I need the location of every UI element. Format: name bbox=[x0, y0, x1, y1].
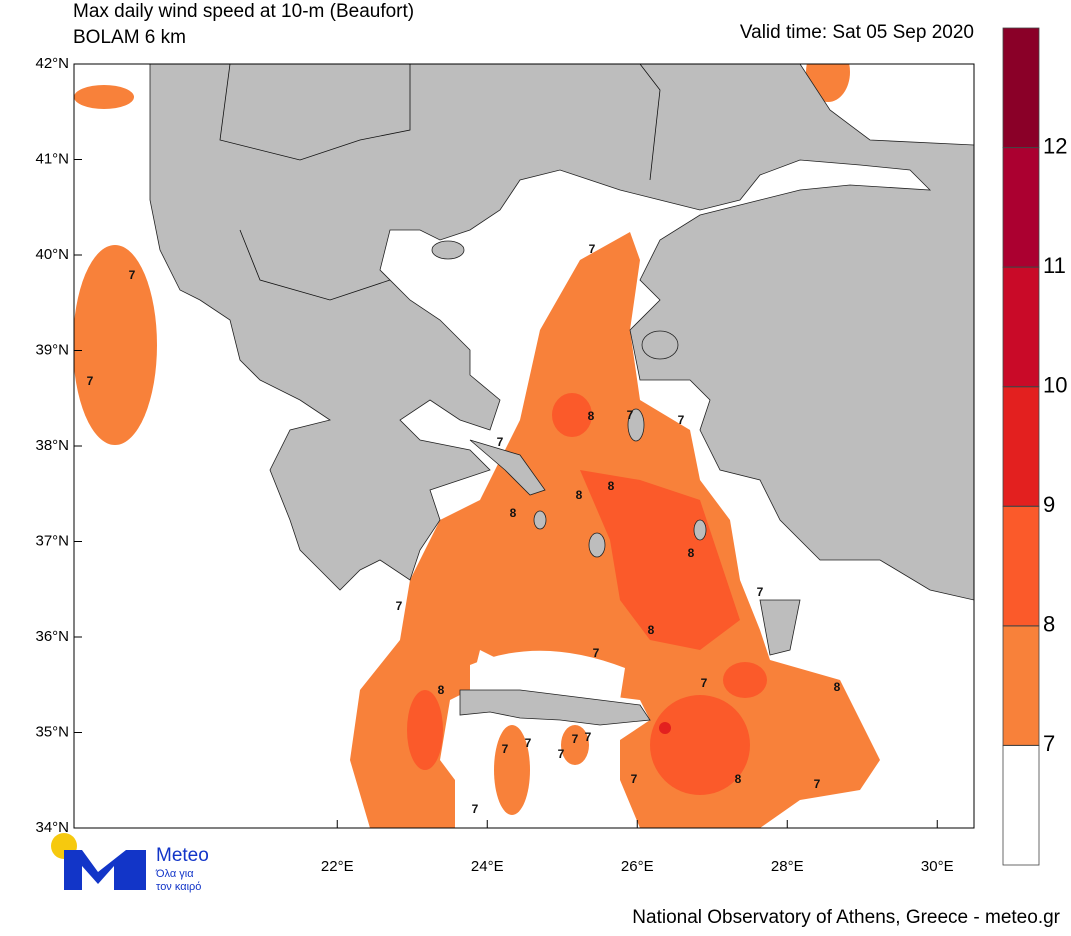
contour-label: 7 bbox=[525, 736, 532, 750]
colorbar-box bbox=[1002, 27, 1040, 148]
logo: Meteo Όλα για τον καιρό bbox=[51, 833, 209, 893]
contour-label: 7 bbox=[814, 777, 821, 791]
valid-time: Valid time: Sat 05 Sep 2020 bbox=[740, 22, 974, 43]
colorbar-box bbox=[1002, 745, 1040, 866]
contour-label: 8 bbox=[735, 772, 742, 786]
colorbar-label: 8 bbox=[1043, 612, 1055, 637]
contour-label: 7 bbox=[572, 732, 579, 746]
colorbar-label: 9 bbox=[1043, 492, 1055, 517]
contour-label: 7 bbox=[87, 374, 94, 388]
lat-tick-label: 39°N bbox=[35, 341, 69, 358]
lat-tick-label: 36°N bbox=[35, 628, 69, 645]
contour-label: 8 bbox=[510, 506, 517, 520]
contour-label: 8 bbox=[438, 683, 445, 697]
lat-tick-label: 37°N bbox=[35, 532, 69, 549]
contour-label: 7 bbox=[497, 435, 504, 449]
lon-tick-label: 26°E bbox=[621, 858, 654, 875]
contour-label: 7 bbox=[396, 599, 403, 613]
colorbar-box bbox=[1002, 147, 1040, 268]
contour-label: 7 bbox=[472, 802, 479, 816]
contour-label: 7 bbox=[631, 772, 638, 786]
colorbar-box bbox=[1002, 386, 1040, 507]
wind-7-8 bbox=[561, 725, 589, 765]
colorbar-box bbox=[1002, 505, 1040, 627]
contour-label: 7 bbox=[589, 242, 596, 256]
colorbar-label: 12 bbox=[1043, 133, 1067, 158]
logo-name: Meteo bbox=[156, 845, 209, 866]
footer: National Observatory of Athens, Greece -… bbox=[632, 907, 1060, 928]
model: BOLAM 6 km bbox=[73, 27, 186, 48]
wind-7-8 bbox=[74, 245, 157, 445]
contour-label: 7 bbox=[593, 646, 600, 660]
contour-label: 8 bbox=[648, 623, 655, 637]
wind-8-9 bbox=[407, 393, 767, 795]
land bbox=[149, 64, 974, 726]
contour-label: 8 bbox=[834, 680, 841, 694]
contour-label: 8 bbox=[588, 409, 595, 423]
lon-tick-label: 28°E bbox=[771, 858, 804, 875]
colorbar-box bbox=[1002, 625, 1040, 746]
lat-tick-label: 35°N bbox=[35, 723, 69, 740]
contour-label: 7 bbox=[627, 408, 634, 422]
lat-tick-label: 41°N bbox=[35, 150, 69, 167]
contour-label: 8 bbox=[576, 488, 583, 502]
title: Max daily wind speed at 10-m (Beaufort) bbox=[73, 1, 414, 22]
wind-7-8 bbox=[494, 725, 530, 815]
contour-label: 7 bbox=[757, 585, 764, 599]
lat-tick-label: 42°N bbox=[35, 55, 69, 72]
lat-tick-label: 40°N bbox=[35, 246, 69, 263]
contour-label: 7 bbox=[585, 730, 592, 744]
contour-label: 7 bbox=[502, 742, 509, 756]
lon-tick-label: 24°E bbox=[471, 858, 504, 875]
contour-label: 7 bbox=[558, 747, 565, 761]
logo-line: Όλα για bbox=[155, 868, 194, 880]
colorbar-label: 11 bbox=[1043, 253, 1066, 278]
contour-label: 7 bbox=[678, 413, 685, 427]
contour-label: 8 bbox=[688, 546, 695, 560]
colorbar-box bbox=[1002, 266, 1040, 388]
contour-label: 7 bbox=[701, 676, 708, 690]
wind-7-8 bbox=[74, 85, 134, 109]
contour-label: 8 bbox=[608, 479, 615, 493]
lat-tick-label: 38°N bbox=[35, 437, 69, 454]
logo-line: τον καιρό bbox=[156, 881, 201, 893]
wind-9-10 bbox=[659, 722, 671, 734]
contour-label: 7 bbox=[129, 268, 136, 282]
lon-tick-label: 22°E bbox=[321, 858, 354, 875]
colorbar-label: 7 bbox=[1043, 731, 1055, 756]
colorbar-label: 10 bbox=[1043, 373, 1067, 398]
lat-tick-label: 34°N bbox=[35, 819, 69, 836]
lon-tick-label: 30°E bbox=[921, 858, 954, 875]
